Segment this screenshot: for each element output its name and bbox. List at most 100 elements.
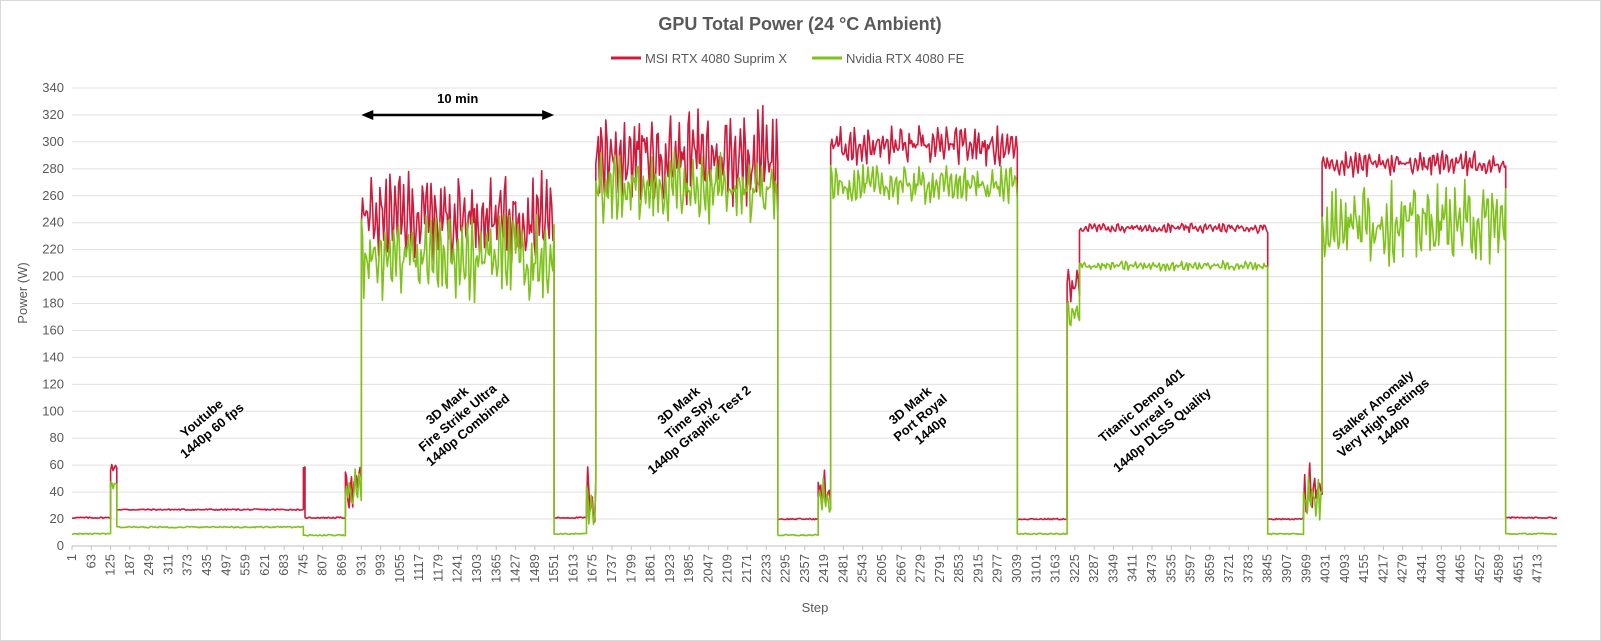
x-tick-label: 3535 xyxy=(1163,554,1178,583)
x-tick-label: 621 xyxy=(257,554,272,576)
x-axis-title: Step xyxy=(802,600,829,615)
legend-label-fe: Nvidia RTX 4080 FE xyxy=(846,51,965,66)
duration-marker-arrow-right xyxy=(542,109,555,120)
x-tick-label: 3163 xyxy=(1048,554,1063,583)
x-tick-label: 4279 xyxy=(1395,554,1410,583)
y-tick-label: 80 xyxy=(50,430,64,445)
x-tick-label: 3721 xyxy=(1221,554,1236,583)
x-tick-label: 3845 xyxy=(1260,554,1275,583)
y-tick-label: 0 xyxy=(57,538,64,553)
x-tick-label: 2419 xyxy=(816,554,831,583)
x-tick-label: 2047 xyxy=(700,554,715,583)
x-tick-label: 1551 xyxy=(546,554,561,583)
x-tick-label: 4465 xyxy=(1453,554,1468,583)
gridlines xyxy=(72,87,1557,547)
x-tick-label: 4589 xyxy=(1491,554,1506,583)
y-tick-label: 100 xyxy=(42,403,64,418)
x-tick-label: 993 xyxy=(373,554,388,576)
x-tick-label: 1179 xyxy=(430,554,445,582)
x-tick-label: 4093 xyxy=(1337,554,1352,583)
x-tick-label: 1427 xyxy=(508,554,523,583)
x-tick-label: 63 xyxy=(83,554,98,568)
x-tick-label: 497 xyxy=(218,554,233,576)
x-tick-label: 559 xyxy=(238,554,253,576)
duration-marker-arrow-left xyxy=(361,109,374,120)
x-tick-label: 3473 xyxy=(1144,554,1159,583)
x-tick-label: 249 xyxy=(141,554,156,576)
x-tick-label: 2915 xyxy=(970,554,985,583)
x-tick-label: 931 xyxy=(353,554,368,576)
x-tick-label: 2605 xyxy=(874,554,889,583)
x-tick-label: 2791 xyxy=(932,554,947,583)
x-tick-label: 4403 xyxy=(1433,554,1448,583)
x-tick-label: 3349 xyxy=(1105,554,1120,583)
x-tick-label: 4651 xyxy=(1510,554,1525,583)
x-tick-label: 683 xyxy=(276,554,291,576)
x-tick-label: 373 xyxy=(180,554,195,576)
x-tick-label: 1489 xyxy=(527,554,542,583)
chart-title: GPU Total Power (24 °C Ambient) xyxy=(658,14,941,34)
y-tick-label: 280 xyxy=(42,161,64,176)
x-tick-label: 2295 xyxy=(778,554,793,583)
x-tick-label: 2481 xyxy=(835,554,850,583)
y-tick-label: 180 xyxy=(42,296,64,311)
x-tick-label: 2357 xyxy=(797,554,812,583)
x-tick-label: 3101 xyxy=(1028,554,1043,583)
x-tick-label: 4341 xyxy=(1414,554,1429,583)
x-tick-label: 125 xyxy=(103,554,118,576)
x-tick-label: 1117 xyxy=(411,554,426,581)
x-tick-label: 1923 xyxy=(662,554,677,583)
x-tick-label: 4713 xyxy=(1530,554,1545,583)
x-tick-label: 2853 xyxy=(951,554,966,583)
x-tick-label: 187 xyxy=(122,554,137,576)
x-tick-label: 1 xyxy=(64,554,79,561)
y-tick-label: 300 xyxy=(42,134,64,149)
series-line-msi xyxy=(71,104,1558,523)
y-tick-label: 60 xyxy=(50,457,64,472)
x-tick-label: 1675 xyxy=(585,554,600,583)
legend-label-msi: MSI RTX 4080 Suprim X xyxy=(645,51,787,66)
y-tick-label: 160 xyxy=(42,322,64,337)
y-axis-ticks: 0 20 40 60 80 100 120 140 160 180 200 220 240 260 280 3… xyxy=(42,80,64,553)
x-tick-label: 3225 xyxy=(1067,554,1082,583)
x-tick-label: 1241 xyxy=(450,554,465,583)
y-tick-label: 40 xyxy=(50,484,64,499)
x-tick-label: 807 xyxy=(315,554,330,576)
y-tick-label: 260 xyxy=(42,188,64,203)
x-tick-label: 4527 xyxy=(1472,554,1487,583)
x-tick-label: 2233 xyxy=(758,554,773,583)
x-tick-label: 435 xyxy=(199,554,214,576)
y-axis-title: Power (W) xyxy=(15,262,30,323)
x-tick-label: 2977 xyxy=(990,554,1005,583)
y-tick-label: 320 xyxy=(42,107,64,122)
x-tick-label: 4217 xyxy=(1375,554,1390,583)
x-tick-label: 3411 xyxy=(1125,554,1140,582)
series-lines xyxy=(71,104,1558,537)
x-tick-label: 1799 xyxy=(623,554,638,583)
x-tick-label: 1985 xyxy=(681,554,696,583)
duration-marker-label: 10 min xyxy=(437,91,478,106)
x-tick-label: 4155 xyxy=(1356,554,1371,583)
x-tick-label: 3659 xyxy=(1202,554,1217,583)
x-tick-label: 3907 xyxy=(1279,554,1294,583)
x-tick-label: 3287 xyxy=(1086,554,1101,583)
x-tick-label: 1613 xyxy=(565,554,580,583)
x-tick-label: 1737 xyxy=(604,554,619,583)
x-tick-label: 745 xyxy=(295,554,310,576)
duration-marker: 10 min xyxy=(361,91,555,120)
x-tick-label: 2171 xyxy=(739,554,754,583)
y-tick-label: 200 xyxy=(42,269,64,284)
x-tick-label: 3969 xyxy=(1298,554,1313,583)
x-tick-label: 311 xyxy=(160,554,175,575)
x-axis-ticks: 1 63 125 187 249 311 373 435 497 559 621 683 745 807 8… xyxy=(64,546,1545,583)
x-tick-label: 1303 xyxy=(469,554,484,583)
y-tick-label: 240 xyxy=(42,215,64,230)
